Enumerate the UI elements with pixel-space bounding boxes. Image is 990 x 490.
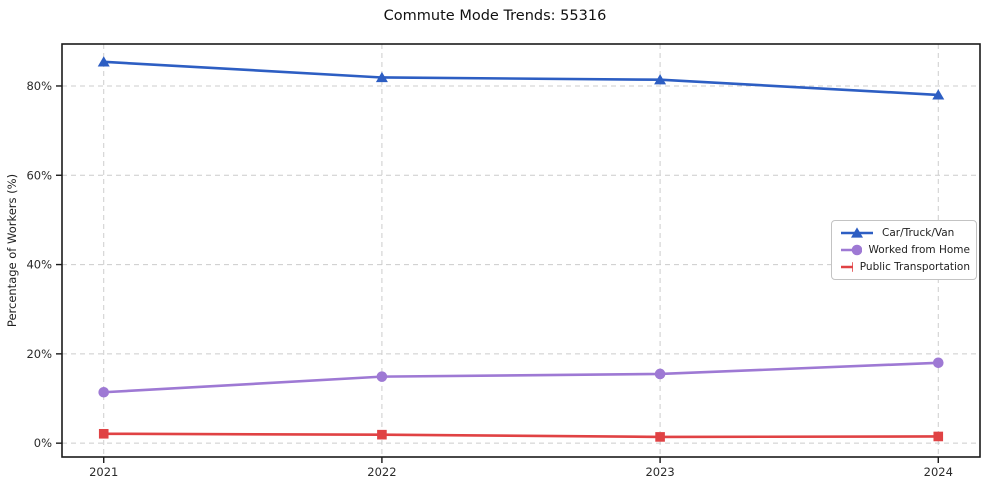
circle-marker-icon [98,386,110,398]
y-tick-label: 20% [26,347,52,361]
triangle-up-glyph [851,227,863,238]
legend-item-worked-from-home: Worked from Home [839,243,970,257]
series-worked-from-home-line [102,361,940,394]
x-tick-label: 2022 [367,465,396,479]
square-marker-icon [841,262,853,272]
x-tick-label: 2023 [645,465,674,479]
series-worked-from-home [98,357,944,398]
circle-marker-icon [654,368,666,380]
circle-glyph [851,244,862,256]
gridlines [62,44,980,457]
triangle-up-marker-icon [932,89,945,100]
circle-marker-icon [376,371,388,382]
y-tick-label: 60% [26,168,52,182]
series-public-transportation [98,428,944,442]
y-tick-label: 80% [26,79,52,93]
circle-marker-icon [841,244,862,256]
triangle-marker-icon [841,227,873,238]
legend-label: Worked from Home [868,244,970,256]
legend-label: Car/Truck/Van [882,227,955,239]
series-public-transportation-line [102,432,940,439]
y-tick-label: 0% [34,436,52,450]
triangle-up-marker-icon [375,71,388,83]
legend-item-car-truck-van: Car/Truck/Van [839,226,970,240]
y-axis-label: Percentage of Workers (%) [5,174,19,327]
triangle-up-marker-icon [654,74,667,85]
triangle-up-marker-icon [97,56,110,67]
series-car-truck-van [97,56,945,100]
x-tick-label: 2021 [89,465,118,479]
x-tick-label: 2024 [924,465,953,479]
square-marker-icon [98,428,109,439]
axis-ticks: 0% 20% 40% 60% 80% 2021 2022 2023 2024 [26,79,952,479]
legend-label: Public Transportation [859,261,970,273]
chart-title: Commute Mode Trends: 55316 [383,8,607,24]
square-marker-icon [655,432,665,442]
square-glyph [852,262,853,272]
square-marker-icon [933,431,944,442]
y-tick-label: 40% [26,258,52,272]
plot-border [61,43,981,458]
legend: Car/Truck/Van Worked from Home Public Tr… [831,220,977,280]
square-marker-icon [377,429,387,440]
series-car-truck-van-line [102,60,940,97]
circle-marker-icon [932,357,944,369]
legend-item-public-transportation: Public Transportation [839,260,970,274]
